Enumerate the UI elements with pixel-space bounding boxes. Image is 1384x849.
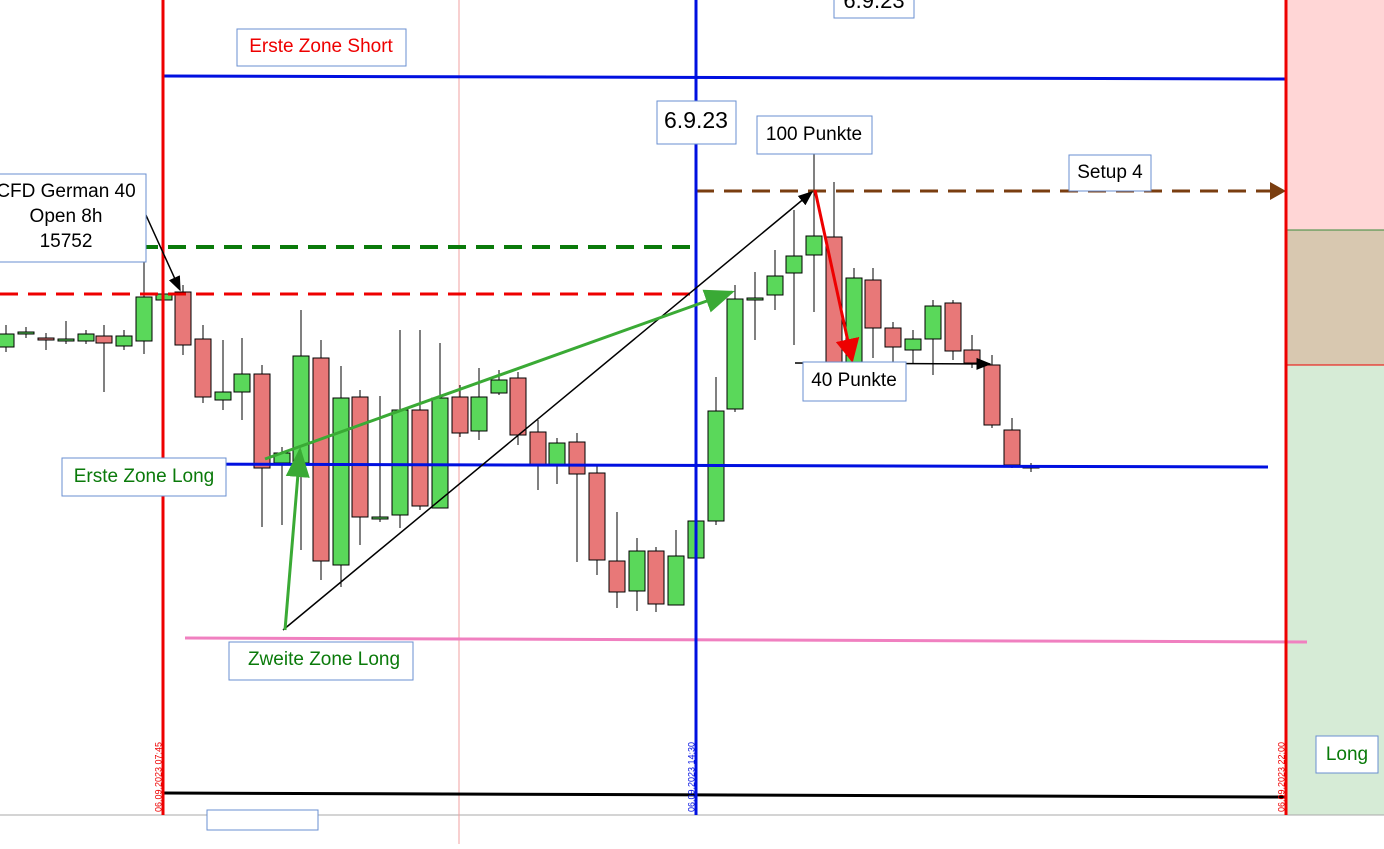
candle-body xyxy=(37,337,55,341)
time-label: 06.09.2023 07:45 xyxy=(153,742,163,812)
candle-body xyxy=(785,255,803,274)
time-label: 06.09.2023 22:00 xyxy=(1276,742,1286,812)
candle-body xyxy=(411,409,429,507)
candle-body xyxy=(1003,429,1021,466)
candle-body xyxy=(95,335,113,344)
info-label: Open 8h xyxy=(30,206,103,227)
candle-body xyxy=(214,391,232,401)
candle-body xyxy=(548,442,566,467)
candle-body xyxy=(884,327,902,348)
candle-body xyxy=(57,338,75,342)
setup-label: Setup 4 xyxy=(1077,162,1143,183)
candle-body xyxy=(667,555,685,606)
candle-body xyxy=(115,335,133,347)
candle-body xyxy=(174,291,192,346)
candle-body xyxy=(983,364,1001,426)
candle-body xyxy=(746,297,764,301)
candle-body xyxy=(17,331,35,335)
zone-label: Long xyxy=(1326,744,1368,765)
zone-label: Erste Zone Long xyxy=(74,466,214,487)
points-label: 40 Punkte xyxy=(811,370,897,391)
candle-body xyxy=(568,441,586,475)
candle-body xyxy=(451,396,469,434)
points-label: 100 Punkte xyxy=(766,124,862,145)
candle-body xyxy=(904,338,922,351)
candle-body xyxy=(924,305,942,340)
candle-body xyxy=(77,333,95,342)
zones xyxy=(1287,0,1384,815)
candle-body xyxy=(233,373,251,393)
date-label: 6.9.23 xyxy=(843,0,904,13)
candle-body xyxy=(194,338,212,398)
candle-body xyxy=(312,357,330,562)
candle-body xyxy=(647,550,665,605)
candle-body xyxy=(944,302,962,352)
zone-label: Erste Zone Short xyxy=(249,36,393,57)
candle-body xyxy=(332,397,350,566)
candle-body xyxy=(726,298,744,410)
time-label: 06.09.2023 14:30 xyxy=(686,742,696,812)
zone-label: Zweite Zone Long xyxy=(248,649,400,670)
info-label: 15752 xyxy=(40,231,93,252)
candle-body xyxy=(864,279,882,329)
candle-body xyxy=(963,349,981,364)
info-label: CFD German 40 xyxy=(0,181,136,202)
candle-body xyxy=(766,275,784,296)
candle-body xyxy=(608,560,626,593)
candle-body xyxy=(371,516,389,520)
candle-body xyxy=(628,550,646,592)
candle-body xyxy=(509,377,527,436)
candle-body xyxy=(351,396,369,518)
candle-body xyxy=(470,396,488,432)
candle-body xyxy=(253,373,271,469)
candle-body xyxy=(135,296,153,342)
lines xyxy=(0,0,1308,815)
candle-body xyxy=(490,379,508,394)
candle-body xyxy=(391,409,409,516)
candle-body xyxy=(431,397,449,509)
date-label: 6.9.23 xyxy=(664,107,728,133)
candle-body xyxy=(805,235,823,256)
labels: 6.9.23 Erste Zone Short 6.9.23 100 Punkt… xyxy=(0,0,1379,831)
candle-body xyxy=(0,333,15,348)
candle-body xyxy=(529,431,547,466)
candle-body xyxy=(588,472,606,561)
